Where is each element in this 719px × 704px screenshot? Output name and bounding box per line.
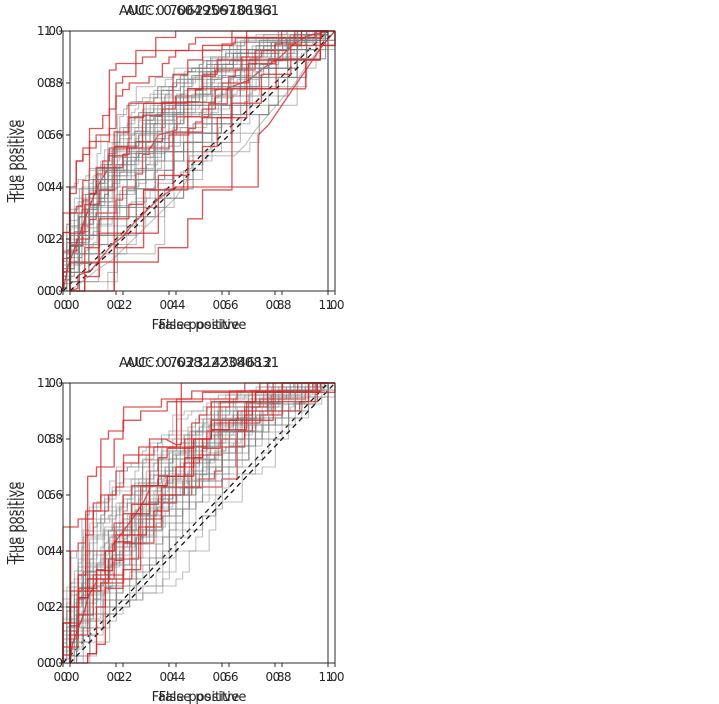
- x-tick-label: 0.6: [212, 298, 232, 312]
- y-tick-label: 0.8: [36, 432, 56, 446]
- y-tick-label: 0.0: [43, 284, 63, 298]
- x-tick-label: 0.6: [219, 670, 239, 684]
- x-tick-label: 0.0: [53, 670, 73, 684]
- x-tick-label: 0.4: [166, 298, 186, 312]
- y-tick-labels: 0.0 0.2 0.4 0.6 0.8 1.0: [0, 24, 56, 298]
- x-tick-label: 0.2: [106, 670, 126, 684]
- y-tick-label: 0.6: [36, 128, 56, 142]
- x-tick-label: 0.4: [166, 670, 186, 684]
- roc-plot-canvas: [62, 23, 343, 299]
- y-tick-label: 1.0: [43, 24, 63, 38]
- x-tick-label: 0.2: [113, 670, 133, 684]
- y-tick-label: 0.4: [36, 180, 56, 194]
- y-tick-label: 0.2: [43, 232, 63, 246]
- y-tick-label: 0.0: [43, 656, 63, 670]
- y-tick-label: 0.2: [36, 232, 56, 246]
- y-tick-label: 1.0: [36, 376, 56, 390]
- x-axis-label: False positive: [158, 318, 247, 333]
- x-tick-label: 0.8: [265, 298, 285, 312]
- y-tick-label: 0.6: [36, 488, 56, 502]
- x-tick-labels: 0.0 0.2 0.4 0.6 0.8 1.0: [60, 670, 344, 684]
- x-tick-label: 0.8: [265, 670, 285, 684]
- chart-title: AUC: 0.706220910143: [118, 3, 273, 19]
- x-tick-label: 0.0: [60, 670, 80, 684]
- x-axis-label: False positive: [158, 690, 247, 704]
- y-tick-label: 1.0: [43, 376, 63, 390]
- x-tick-label: 1.0: [325, 298, 345, 312]
- chart-title: AUC: 0.604956786561: [125, 3, 280, 19]
- y-tick-label: 1.0: [36, 24, 56, 38]
- x-tick-labels: 0.0 0.2 0.4 0.6 0.8 1.0: [60, 298, 344, 312]
- x-tick-label: 0.4: [159, 298, 179, 312]
- y-tick-label: 0.6: [43, 128, 63, 142]
- x-axis-label: False positive: [151, 318, 240, 333]
- x-axis-label: False positive: [151, 690, 240, 704]
- roc-plot-canvas: [62, 375, 343, 671]
- y-tick-labels: 0.0 0.2 0.4 0.6 0.8 1.0: [0, 24, 63, 298]
- x-tick-label: 0.6: [219, 298, 239, 312]
- x-tick-label: 1.0: [318, 670, 338, 684]
- x-tick-label: 0.8: [272, 670, 292, 684]
- y-tick-labels: 0.0 0.2 0.4 0.6 0.8 1.0: [0, 376, 56, 670]
- x-tick-label: 1.0: [325, 670, 345, 684]
- subplot-top-right: AUC: 0.604956786561 True positive 0.0 0.2…: [0, 0, 359, 352]
- y-tick-label: 0.2: [36, 600, 56, 614]
- x-tick-label: 0.4: [159, 670, 179, 684]
- x-tick-label: 0.2: [113, 298, 133, 312]
- x-tick-label: 0.2: [106, 298, 126, 312]
- y-tick-label: 0.4: [43, 180, 63, 194]
- y-tick-label: 0.8: [36, 76, 56, 90]
- y-tick-label: 0.4: [43, 544, 63, 558]
- y-tick-label: 0.0: [36, 284, 56, 298]
- x-tick-labels: 0.0 0.2 0.4 0.6 0.8 1.0: [53, 670, 337, 684]
- x-tick-label: 0.0: [60, 298, 80, 312]
- x-tick-label: 0.8: [272, 298, 292, 312]
- x-tick-label: 0.6: [212, 670, 232, 684]
- x-tick-label: 0.0: [53, 298, 73, 312]
- y-tick-label: 0.6: [43, 488, 63, 502]
- y-tick-label: 0.4: [36, 544, 56, 558]
- y-tick-label: 0.0: [36, 656, 56, 670]
- y-tick-label: 0.2: [43, 600, 63, 614]
- y-tick-labels: 0.0 0.2 0.4 0.6 0.8 1.0: [0, 376, 63, 670]
- y-tick-label: 0.8: [43, 76, 63, 90]
- chart-title: AUC: 0.702314304612: [118, 355, 273, 371]
- x-tick-label: 1.0: [318, 298, 338, 312]
- y-tick-label: 0.8: [43, 432, 63, 446]
- chart-title: AUC: 0.638222380831: [125, 355, 280, 371]
- subplot-bottom-right: AUC: 0.638222380831 True positive 0.0 0.2…: [0, 352, 359, 704]
- x-tick-labels: 0.0 0.2 0.4 0.6 0.8 1.0: [53, 298, 337, 312]
